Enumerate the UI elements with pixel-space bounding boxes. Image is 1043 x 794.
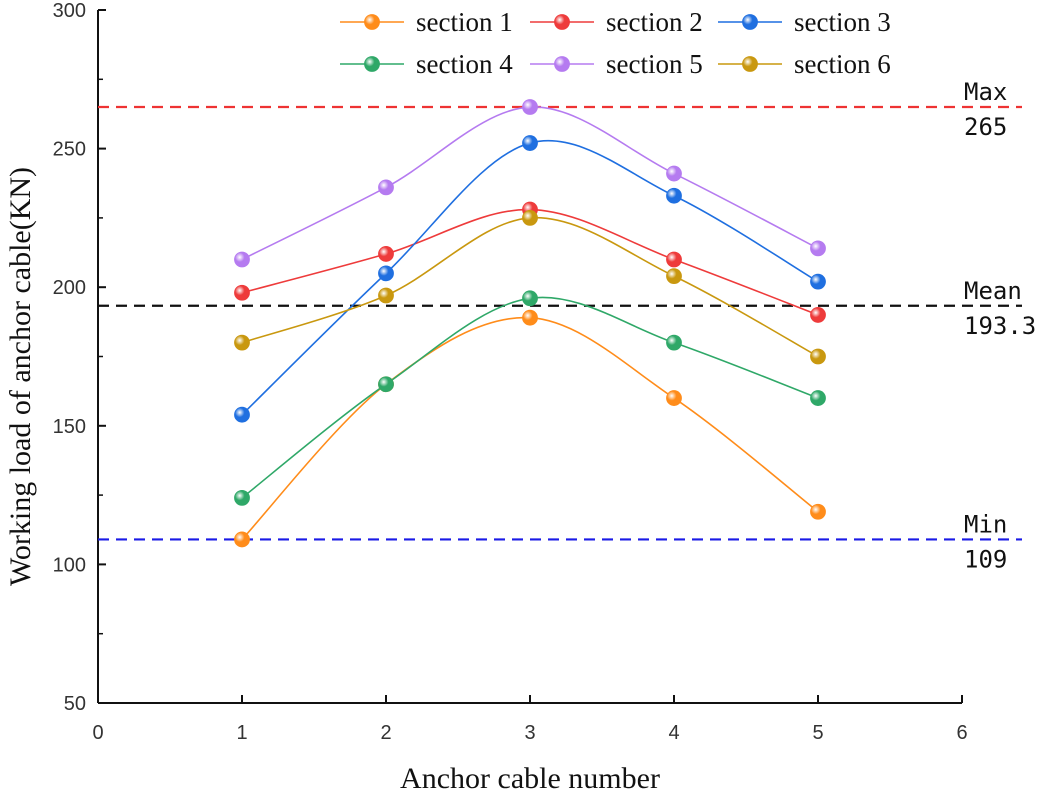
point-section-5-x4 bbox=[666, 165, 682, 182]
y-axis-title: Working load of anchor cable(KN) bbox=[4, 167, 37, 586]
point-section-5-x5 bbox=[810, 240, 826, 257]
point-section-4-x2 bbox=[378, 376, 394, 393]
legend: section 1 section 2 section 3 section 4 sect… bbox=[340, 7, 891, 79]
x-axis-title: Anchor cable number bbox=[400, 762, 660, 794]
reference-value-max: 265 bbox=[964, 113, 1007, 141]
series-line-section-6 bbox=[241, 217, 819, 358]
y-tick-label-200: 200 bbox=[53, 277, 86, 299]
y-tick-label-250: 250 bbox=[53, 139, 86, 161]
legend-label-section-6: section 6 bbox=[794, 49, 891, 79]
legend-label-section-3: section 3 bbox=[794, 7, 891, 37]
point-section-2-x1 bbox=[234, 284, 250, 301]
y-tick-label-300: 300 bbox=[53, 0, 86, 22]
reference-label-min: Min bbox=[964, 510, 1007, 538]
reference-label-max: Max bbox=[964, 78, 1007, 106]
y-tick-label-100: 100 bbox=[53, 554, 86, 576]
reference-lines: Max 265 Mean 193.3 Min 109 bbox=[98, 78, 1036, 573]
point-section-1-x1 bbox=[234, 531, 250, 548]
point-section-3-x4 bbox=[666, 187, 682, 204]
point-section-1-x3 bbox=[522, 309, 538, 326]
point-section-6-x4 bbox=[666, 268, 682, 285]
point-section-4-x4 bbox=[666, 334, 682, 351]
legend-marker-section-6 bbox=[742, 56, 758, 72]
point-section-2-x2 bbox=[378, 246, 394, 262]
legend-item-section-5: section 5 bbox=[530, 49, 703, 79]
point-section-1-x4 bbox=[666, 390, 682, 406]
point-section-3-x5 bbox=[810, 273, 826, 290]
reference-value-min: 109 bbox=[964, 545, 1007, 573]
point-section-3-x2 bbox=[378, 265, 394, 282]
reference-value-mean: 193.3 bbox=[964, 312, 1036, 340]
point-section-2-x5 bbox=[810, 307, 826, 323]
legend-marker-section-4 bbox=[364, 56, 380, 72]
series-points bbox=[234, 99, 826, 548]
y-tick-label-50: 50 bbox=[64, 693, 86, 715]
legend-item-section-1: section 1 bbox=[340, 7, 513, 37]
series-line-section-5 bbox=[241, 106, 819, 261]
reference-label-mean: Mean bbox=[964, 277, 1022, 305]
x-tick-label-5: 5 bbox=[812, 722, 823, 744]
point-section-4-x3 bbox=[522, 290, 538, 307]
axis-ticks: 0 1 2 3 4 5 6 50 100 150 200 250 300 bbox=[53, 0, 968, 744]
series-line-section-4 bbox=[241, 296, 819, 499]
y-tick-label-150: 150 bbox=[53, 416, 86, 438]
legend-item-section-4: section 4 bbox=[340, 49, 513, 79]
point-section-3-x1 bbox=[234, 406, 250, 423]
point-section-1-x5 bbox=[810, 503, 826, 520]
x-tick-label-2: 2 bbox=[380, 722, 391, 744]
x-tick-label-0: 0 bbox=[92, 722, 103, 744]
point-section-5-x3 bbox=[522, 99, 538, 115]
legend-label-section-4: section 4 bbox=[416, 49, 513, 79]
x-tick-label-6: 6 bbox=[956, 722, 967, 744]
legend-marker-section-3 bbox=[742, 14, 758, 30]
legend-label-section-2: section 2 bbox=[606, 7, 703, 37]
x-tick-label-1: 1 bbox=[236, 722, 247, 744]
point-section-6-x2 bbox=[378, 287, 394, 304]
point-section-3-x3 bbox=[522, 135, 538, 151]
legend-label-section-5: section 5 bbox=[606, 49, 703, 79]
point-section-6-x3 bbox=[522, 209, 538, 226]
legend-marker-section-1 bbox=[364, 14, 380, 30]
legend-item-section-6: section 6 bbox=[718, 49, 891, 79]
legend-marker-section-2 bbox=[554, 14, 570, 30]
point-section-6-x1 bbox=[234, 334, 250, 351]
legend-label-section-1: section 1 bbox=[416, 7, 513, 37]
series-line-section-3 bbox=[241, 139, 819, 416]
legend-item-section-3: section 3 bbox=[718, 7, 891, 37]
point-section-5-x1 bbox=[234, 251, 250, 268]
point-section-4-x1 bbox=[234, 489, 250, 506]
point-section-4-x5 bbox=[810, 390, 826, 406]
point-section-6-x5 bbox=[810, 348, 826, 365]
point-section-2-x4 bbox=[666, 251, 682, 268]
x-tick-label-3: 3 bbox=[524, 722, 535, 744]
legend-item-section-2: section 2 bbox=[530, 7, 703, 37]
legend-marker-section-5 bbox=[554, 56, 570, 72]
x-tick-label-4: 4 bbox=[668, 722, 679, 744]
point-section-5-x2 bbox=[378, 179, 394, 196]
